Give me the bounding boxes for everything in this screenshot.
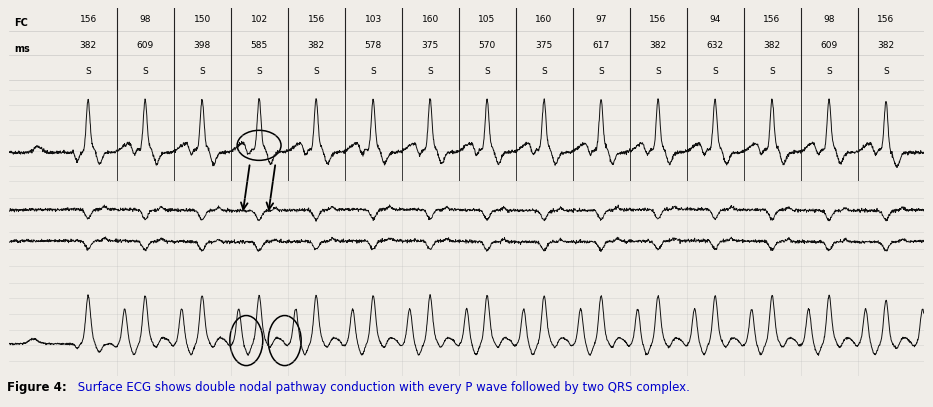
Text: 156: 156 [877,15,895,24]
Text: 398: 398 [193,41,211,50]
Text: 98: 98 [823,15,835,24]
Text: S: S [85,67,91,76]
Text: 609: 609 [820,41,838,50]
Text: 382: 382 [877,41,895,50]
Text: 382: 382 [649,41,666,50]
Text: S: S [484,67,490,76]
Text: S: S [427,67,433,76]
Text: S: S [712,67,717,76]
Text: 94: 94 [709,15,720,24]
Text: 156: 156 [649,15,667,24]
Text: 609: 609 [136,41,154,50]
Text: S: S [655,67,661,76]
Text: S: S [884,67,889,76]
Text: 156: 156 [308,15,325,24]
Text: S: S [313,67,319,76]
Text: 103: 103 [365,15,382,24]
Text: S: S [598,67,604,76]
Text: Figure 4:: Figure 4: [7,381,67,394]
Text: 382: 382 [308,41,325,50]
Text: S: S [541,67,547,76]
Text: 156: 156 [763,15,781,24]
Text: S: S [142,67,148,76]
Text: Surface ECG shows double nodal pathway conduction with every P wave followed by : Surface ECG shows double nodal pathway c… [75,381,690,394]
Text: 98: 98 [139,15,151,24]
Text: 382: 382 [79,41,97,50]
Text: S: S [769,67,775,76]
Text: 375: 375 [536,41,552,50]
Text: S: S [257,67,262,76]
Text: 375: 375 [422,41,439,50]
Text: 97: 97 [595,15,606,24]
Text: 585: 585 [250,41,268,50]
Text: ms: ms [14,44,30,54]
Text: FC: FC [14,18,28,28]
Text: 617: 617 [592,41,609,50]
Text: 160: 160 [422,15,439,24]
Text: S: S [370,67,376,76]
Text: 160: 160 [536,15,552,24]
Text: S: S [200,67,205,76]
Text: 632: 632 [706,41,724,50]
Text: 578: 578 [365,41,382,50]
Text: 570: 570 [479,41,495,50]
Text: 156: 156 [79,15,97,24]
Text: S: S [826,67,832,76]
Text: 102: 102 [251,15,268,24]
Text: 150: 150 [193,15,211,24]
Text: 105: 105 [479,15,495,24]
Text: 382: 382 [763,41,781,50]
